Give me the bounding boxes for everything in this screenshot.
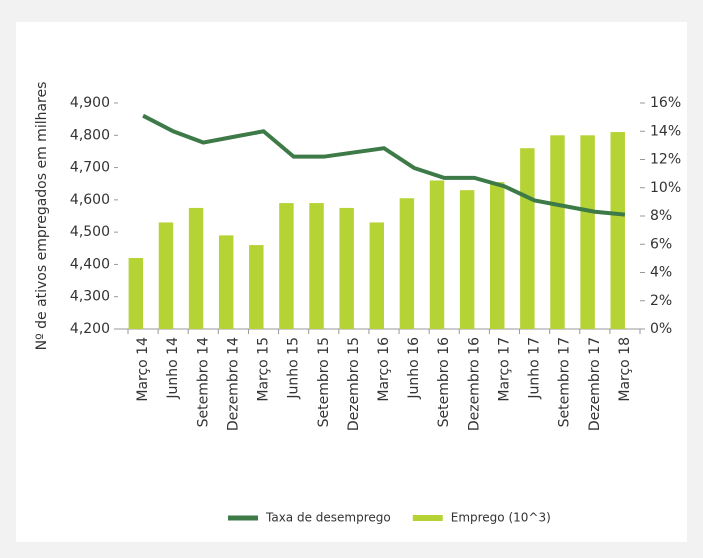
x-tick-label: Junho 14 <box>165 337 181 400</box>
x-tick-label: Março 17 <box>496 337 512 402</box>
bar <box>520 148 535 329</box>
x-tick-label: Junho 15 <box>286 337 302 400</box>
y-tick-label: 4,700 <box>70 160 110 176</box>
y-tick-label: 4,200 <box>70 321 110 337</box>
line <box>142 113 626 217</box>
bar <box>399 198 415 329</box>
x-tick-label: Setembro 17 <box>557 337 573 427</box>
x-tick-label: Março 16 <box>376 337 392 402</box>
x-tick-label: Dezembro 17 <box>587 337 603 431</box>
y2-tick-label: 16% <box>650 95 681 111</box>
bar <box>580 135 595 329</box>
bar <box>249 245 264 329</box>
y2-tick-label: 10% <box>650 180 681 196</box>
legend-label: Taxa de desemprego <box>265 511 391 525</box>
bar <box>369 222 384 329</box>
y2-tick-label: 2% <box>650 293 672 309</box>
y2-tick-label: 0% <box>650 321 672 337</box>
y-tick-label: 4,500 <box>70 224 110 240</box>
bar <box>188 207 204 329</box>
y2-tick-label: 14% <box>650 123 681 139</box>
bar <box>218 235 234 329</box>
y2-tick-label: 4% <box>650 265 672 281</box>
bar <box>459 190 475 329</box>
x-tick-label: Março 18 <box>617 337 633 402</box>
y-tick-label: 4,600 <box>70 192 110 208</box>
y2-tick-label: 8% <box>650 208 672 224</box>
x-tick-label: Junho 16 <box>406 337 422 400</box>
bar <box>309 203 324 329</box>
y2-tick-label: 6% <box>650 236 672 252</box>
bar <box>550 135 565 329</box>
legend-swatch <box>412 515 443 521</box>
x-tick-label: Dezembro 14 <box>225 337 241 431</box>
y-tick-label: 4,400 <box>70 256 110 272</box>
x-tick-label: Setembro 16 <box>436 337 452 427</box>
x-tick-label: Março 15 <box>256 337 272 402</box>
bar <box>429 180 445 329</box>
y-tick-label: 4,800 <box>70 127 110 143</box>
x-tick-label: Março 14 <box>135 337 151 402</box>
x-tick-label: Dezembro 16 <box>466 337 482 431</box>
y2-tick-label: 12% <box>650 152 681 168</box>
bar <box>128 257 144 329</box>
bar <box>490 182 505 329</box>
legend-label: Emprego (10^3) <box>451 511 551 525</box>
bar <box>158 222 174 329</box>
x-tick-label: Dezembro 15 <box>346 337 362 431</box>
bar <box>279 203 294 329</box>
x-tick-label: Setembro 15 <box>316 337 332 427</box>
x-tick-label: Setembro 14 <box>195 337 211 427</box>
bar <box>610 132 625 329</box>
bar <box>339 207 354 329</box>
y-axis-title: Nº de ativos empregados em milhares <box>34 82 50 351</box>
y-tick-label: 4,900 <box>70 95 110 111</box>
x-tick-label: Junho 17 <box>527 337 543 400</box>
y-tick-label: 4,300 <box>70 289 110 305</box>
